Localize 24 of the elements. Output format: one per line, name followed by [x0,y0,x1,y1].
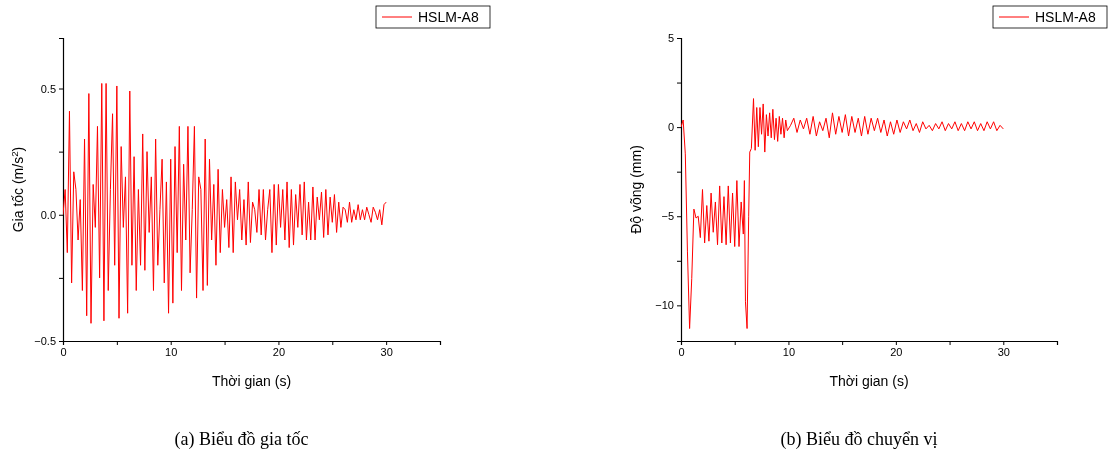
y-tick-label: −10 [655,299,674,312]
x-tick-label: 10 [782,345,796,358]
text: (b) Biểu đồ chuyển vị [780,429,938,450]
y-tick-label: 0.0 [40,208,56,221]
x-axis-title: Thời gian (s) [829,373,909,389]
y-tick-label: −5 [661,210,674,223]
y-tick-label: 0 [667,121,674,134]
x-tick-label: 30 [997,345,1010,358]
y-axis-title: Độ võng (mm) [628,145,644,234]
x-tick-label: 10 [165,345,178,358]
x-tick-label: 30 [380,345,393,358]
x-tick-label: 0 [678,345,685,358]
legend-label: HSLM-A8 [418,9,479,25]
x-axis-title: Thời gian (s) [211,373,292,389]
line-series [681,98,1004,330]
y-tick-label: 0.5 [40,82,56,95]
x-tick-label: 20 [890,345,903,358]
text: (a) Biểu đồ gia tốc [174,429,309,450]
y-tick-label: −0.5 [34,335,56,348]
legend-label: HSLM-A8 [1035,9,1096,25]
line-series [63,82,387,324]
x-tick-label: 20 [272,345,286,358]
x-tick-label: 0 [60,345,67,358]
y-tick-label: 5 [667,32,674,45]
